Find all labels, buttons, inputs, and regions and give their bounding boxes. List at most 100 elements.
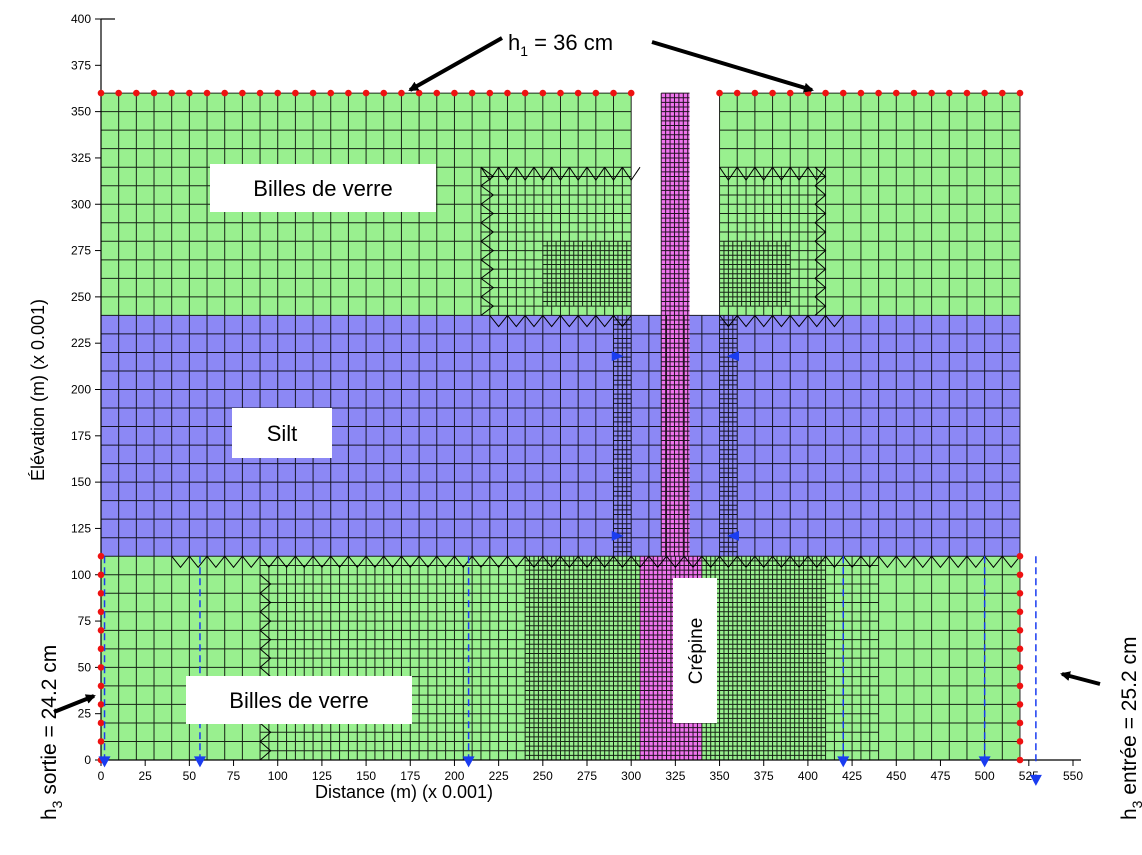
label-bottom-glass-beads-box — [186, 676, 412, 724]
x-tick-label: 50 — [183, 769, 197, 783]
head-node-right — [1016, 589, 1024, 597]
flux-side-marker — [611, 530, 624, 541]
head-node-top — [928, 89, 935, 97]
head-node-top — [168, 89, 175, 97]
x-tick-label: 125 — [312, 769, 332, 783]
head-node-top — [504, 89, 511, 97]
h1-arrow-left — [408, 36, 503, 92]
head-node-top — [486, 89, 494, 97]
y-tick-label: 100 — [71, 568, 91, 582]
head-node-left — [97, 589, 105, 597]
axis-frame: 0255075100125150175200225250275300325350… — [28, 12, 1083, 802]
head-node-top — [380, 89, 388, 97]
head-node-top — [733, 89, 741, 97]
head-node-top — [822, 89, 829, 97]
flux-arrow — [98, 756, 111, 768]
head-node-top — [1016, 89, 1024, 97]
x-tick-label: 150 — [356, 769, 376, 783]
head-node-top — [999, 89, 1006, 97]
annotation-h1: h1 = 36 cm — [508, 30, 613, 59]
y-tick-label: 400 — [71, 12, 91, 26]
head-node-top — [327, 89, 335, 97]
head-node-left — [97, 701, 105, 708]
head-node-top — [433, 89, 441, 97]
head-node-top — [451, 89, 458, 97]
h3-entree-arrow — [1060, 671, 1101, 686]
x-tick-label: 75 — [227, 769, 241, 783]
x-tick-label: 25 — [139, 769, 153, 783]
y-tick-label: 375 — [71, 58, 91, 72]
head-node-top — [574, 89, 582, 97]
head-node-top — [769, 89, 776, 97]
annotation-h3-entree: h3 entrée = 25.2 cm — [1118, 637, 1142, 821]
head-node-left — [97, 552, 105, 560]
head-node-top — [610, 89, 617, 97]
head-node-top — [875, 89, 882, 97]
x-tick-label: 275 — [577, 769, 597, 783]
head-node-left — [97, 682, 105, 690]
head-node-top — [910, 89, 918, 97]
label-silt-box — [232, 408, 332, 458]
head-node-top — [345, 89, 352, 97]
head-node-top — [468, 89, 476, 97]
flux-arrow — [462, 756, 475, 768]
y-tick-label: 25 — [78, 707, 92, 721]
head-node-left — [97, 627, 105, 634]
head-node-top — [150, 89, 158, 97]
y-tick-label: 125 — [71, 521, 91, 535]
head-node-right — [1016, 608, 1024, 616]
head-node-top — [945, 89, 953, 97]
x-tick-label: 350 — [710, 769, 730, 783]
head-node-top — [557, 89, 564, 97]
flux-side-marker — [726, 351, 739, 362]
head-node-right — [1016, 701, 1024, 708]
y-tick-label: 150 — [71, 475, 91, 489]
head-node-top — [256, 89, 264, 97]
y-tick-label: 175 — [71, 429, 91, 443]
x-tick-label: 250 — [533, 769, 553, 783]
head-node-right — [1016, 719, 1024, 727]
flux-arrow — [978, 756, 991, 768]
x-tick-label: 375 — [754, 769, 774, 783]
y-tick-label: 75 — [78, 614, 92, 628]
x-tick-label: 475 — [930, 769, 950, 783]
head-node-top — [362, 89, 370, 97]
head-node-left — [97, 645, 105, 653]
h3-sortie-arrow — [53, 694, 96, 714]
label-screen-box — [673, 578, 717, 723]
x-tick-label: 0 — [98, 769, 105, 783]
y-tick-label: 250 — [71, 290, 91, 304]
head-node-top — [203, 89, 211, 97]
y-tick-label: 200 — [71, 383, 91, 397]
x-axis-title: Distance (m) (x 0.001) — [315, 782, 493, 802]
head-node-top — [186, 89, 193, 97]
y-tick-label: 350 — [71, 105, 91, 119]
head-node-top — [839, 89, 847, 97]
head-node-top — [751, 89, 759, 97]
head-node-top — [892, 89, 900, 97]
h1-arrow-right — [651, 40, 814, 93]
label-bottom-glass-beads: Billes de verre — [229, 688, 368, 713]
y-tick-label: 0 — [84, 753, 91, 767]
y-tick-label: 50 — [78, 660, 92, 674]
y-tick-label: 325 — [71, 151, 91, 165]
head-node-top — [398, 89, 405, 97]
x-tick-label: 400 — [798, 769, 818, 783]
x-tick-label: 100 — [268, 769, 288, 783]
boundary-markers — [97, 89, 1042, 786]
y-tick-label: 275 — [71, 244, 91, 258]
x-tick-label: 450 — [886, 769, 906, 783]
x-tick-label: 550 — [1063, 769, 1083, 783]
head-node-top — [292, 89, 299, 97]
head-node-left — [97, 719, 105, 727]
label-top-glass-beads-box — [210, 164, 436, 212]
head-node-top — [415, 89, 423, 97]
head-node-top — [786, 89, 794, 97]
label-top-glass-beads: Billes de verre — [253, 176, 392, 201]
head-node-left — [97, 608, 105, 616]
flux-arrow — [1029, 774, 1042, 786]
head-node-top — [133, 89, 140, 97]
head-node-top — [539, 89, 547, 97]
